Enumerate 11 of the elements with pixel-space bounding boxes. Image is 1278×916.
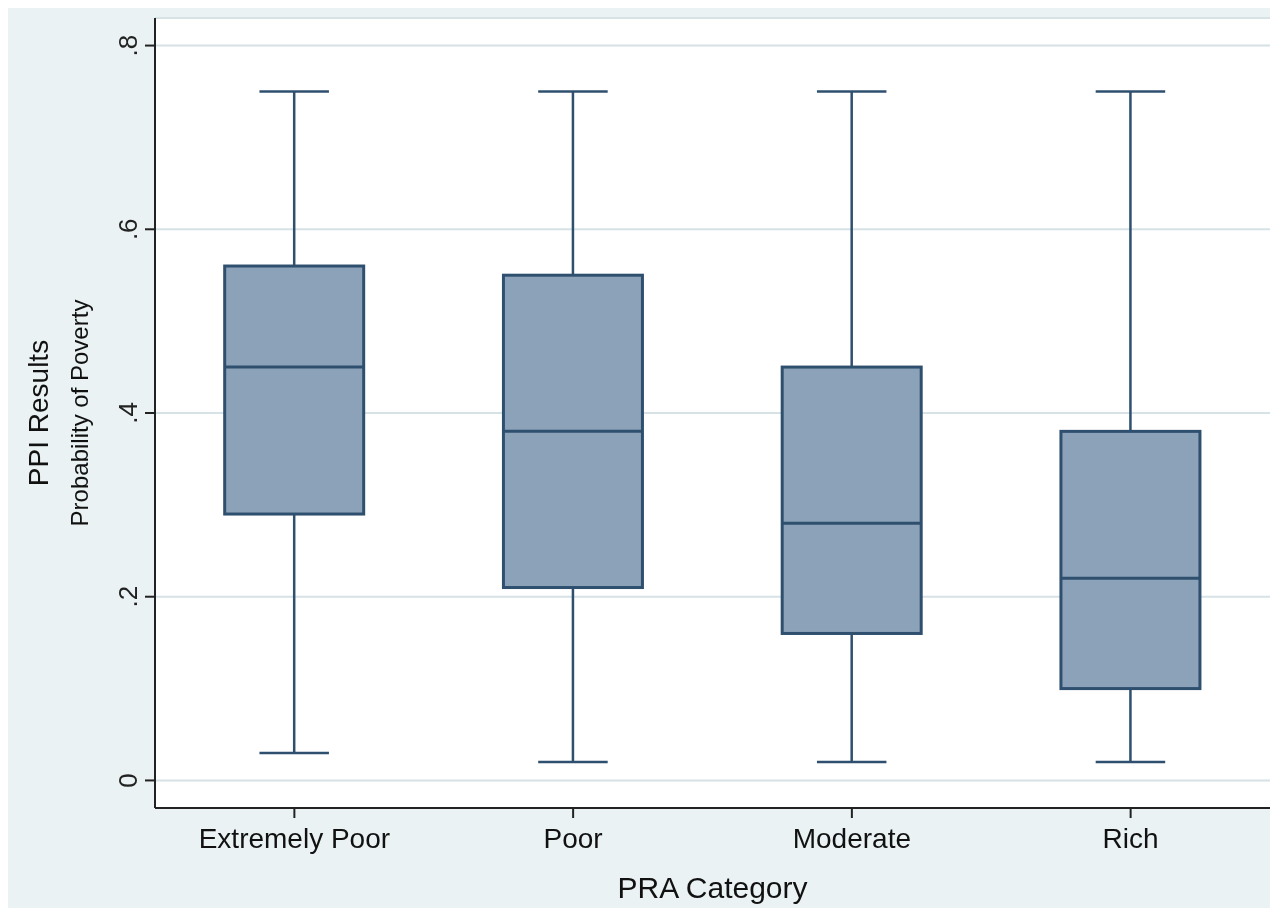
x-tick-label: Extremely Poor xyxy=(198,822,391,854)
y-tick-label: .8 xyxy=(113,34,143,57)
x-tick-label: Moderate xyxy=(792,822,912,854)
y-tick-label: 0 xyxy=(113,773,143,788)
y-tick-label: .2 xyxy=(113,585,143,608)
y-tick-label: .6 xyxy=(113,218,143,241)
x-axis-title: PRA Category xyxy=(617,871,808,904)
x-tick-label: Poor xyxy=(543,822,603,854)
y-tick-label: .4 xyxy=(113,402,143,424)
x-tick-label: Rich xyxy=(1102,822,1159,854)
y-axis-title: PPI Results Probability of Poverty xyxy=(23,299,93,527)
